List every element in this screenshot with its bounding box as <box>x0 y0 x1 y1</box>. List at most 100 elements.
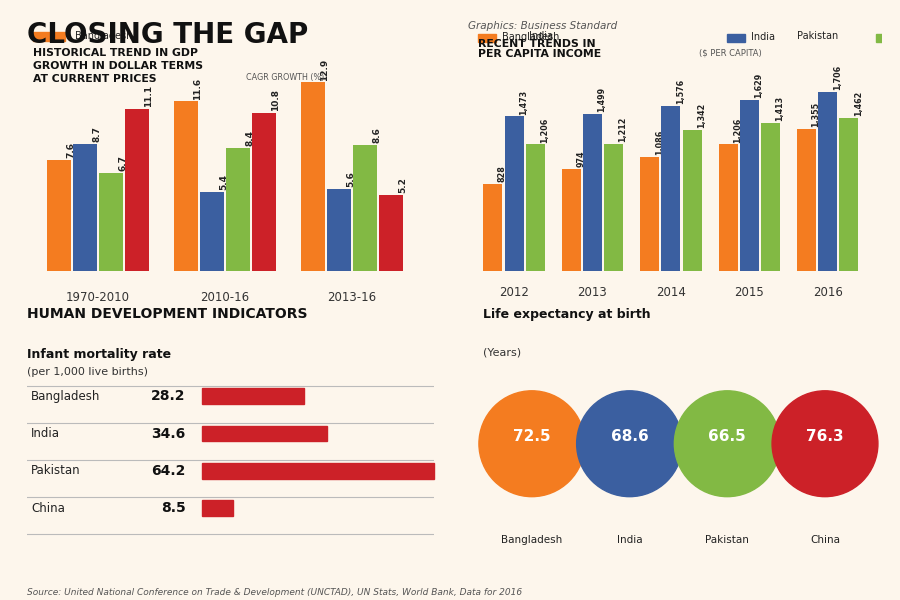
Bar <box>797 129 816 271</box>
Bar <box>583 114 602 271</box>
Text: India: India <box>752 32 775 43</box>
Text: 1,355: 1,355 <box>812 102 821 127</box>
Text: 64.2: 64.2 <box>151 464 185 478</box>
Bar <box>483 184 502 271</box>
Text: 5.6: 5.6 <box>346 171 356 187</box>
Bar <box>252 113 275 271</box>
Text: India: India <box>616 535 643 545</box>
Bar <box>99 173 122 271</box>
Bar <box>202 463 434 479</box>
Text: (per 1,000 live births): (per 1,000 live births) <box>27 367 148 377</box>
Bar <box>125 109 148 271</box>
Bar <box>202 425 327 442</box>
Bar <box>818 92 837 271</box>
Text: Graphics: Business Standard: Graphics: Business Standard <box>468 21 617 31</box>
Bar <box>604 144 623 271</box>
Text: 1,473: 1,473 <box>519 89 528 115</box>
Bar <box>760 123 780 271</box>
Bar <box>327 189 351 271</box>
Text: 34.6: 34.6 <box>151 427 185 440</box>
Text: 8.6: 8.6 <box>373 128 382 143</box>
Bar <box>505 116 524 271</box>
Ellipse shape <box>674 391 780 497</box>
Text: 1,413: 1,413 <box>776 96 785 121</box>
Bar <box>226 148 249 271</box>
Text: 72.5: 72.5 <box>513 429 551 444</box>
Text: 2010-16: 2010-16 <box>200 291 249 304</box>
Text: 8.5: 8.5 <box>161 501 185 515</box>
Text: Bangladesh: Bangladesh <box>32 390 101 403</box>
Text: 1,206: 1,206 <box>540 117 549 143</box>
Text: Infant mortality rate: Infant mortality rate <box>27 347 171 361</box>
Bar <box>727 34 745 42</box>
Text: PER CAPITA INCOME: PER CAPITA INCOME <box>478 49 601 59</box>
Text: 1,706: 1,706 <box>832 65 842 90</box>
Bar <box>526 145 544 271</box>
Text: Bangladesh: Bangladesh <box>502 32 560 43</box>
Text: 11.6: 11.6 <box>194 77 202 100</box>
Text: CLOSING THE GAP: CLOSING THE GAP <box>27 21 308 49</box>
Text: 28.2: 28.2 <box>151 389 185 403</box>
Text: 1970-2010: 1970-2010 <box>66 291 130 304</box>
Text: ($ PER CAPITA): ($ PER CAPITA) <box>699 48 761 57</box>
Text: 974: 974 <box>576 150 585 167</box>
Text: 6.7: 6.7 <box>118 155 127 171</box>
Text: 2014: 2014 <box>656 286 686 299</box>
Bar <box>640 157 660 271</box>
Text: 5.4: 5.4 <box>220 174 229 190</box>
Text: 5.2: 5.2 <box>399 177 408 193</box>
Text: 11.1: 11.1 <box>144 85 153 107</box>
Text: 2016: 2016 <box>813 286 842 299</box>
Text: (Years): (Years) <box>483 347 521 358</box>
Text: 2015: 2015 <box>734 286 764 299</box>
Text: China: China <box>32 502 65 515</box>
Text: 76.3: 76.3 <box>806 429 844 444</box>
Text: India: India <box>32 427 60 440</box>
Text: 2012: 2012 <box>500 286 529 299</box>
Text: 1,086: 1,086 <box>655 130 664 155</box>
Text: 68.6: 68.6 <box>611 429 648 444</box>
Text: CAGR GROWTH (%): CAGR GROWTH (%) <box>247 73 325 82</box>
Text: Bangladesh: Bangladesh <box>501 535 562 545</box>
Bar <box>174 101 198 271</box>
Text: Bangladesh: Bangladesh <box>75 31 132 41</box>
Text: India: India <box>529 31 554 41</box>
Text: 10.8: 10.8 <box>271 89 280 112</box>
Text: 1,206: 1,206 <box>734 117 742 143</box>
Text: RECENT TRENDS IN: RECENT TRENDS IN <box>478 39 596 49</box>
Text: Source: United National Conference on Trade & Development (UNCTAD), UN Stats, Wo: Source: United National Conference on Tr… <box>27 588 522 597</box>
Bar <box>200 192 224 271</box>
Bar <box>32 32 65 41</box>
Ellipse shape <box>577 391 682 497</box>
Bar <box>73 144 96 271</box>
Text: Pakistan: Pakistan <box>796 31 838 41</box>
Bar <box>47 160 71 271</box>
Bar <box>202 500 233 516</box>
Text: 1,212: 1,212 <box>618 116 627 142</box>
Text: 2013-16: 2013-16 <box>328 291 376 304</box>
Bar <box>740 100 759 271</box>
Bar <box>682 130 701 271</box>
Bar <box>876 34 894 42</box>
Text: 7.6: 7.6 <box>67 142 76 158</box>
Text: HISTORICAL TREND IN GDP: HISTORICAL TREND IN GDP <box>32 48 198 58</box>
Text: AT CURRENT PRICES: AT CURRENT PRICES <box>32 74 157 85</box>
Bar <box>478 34 496 42</box>
Text: 1,342: 1,342 <box>697 103 706 128</box>
Text: GROWTH IN DOLLAR TERMS: GROWTH IN DOLLAR TERMS <box>32 61 202 71</box>
Bar <box>755 32 787 41</box>
Text: 8.4: 8.4 <box>245 130 254 146</box>
Text: HUMAN DEVELOPMENT INDICATORS: HUMAN DEVELOPMENT INDICATORS <box>27 307 308 321</box>
Bar <box>840 118 859 271</box>
Text: Pakistan: Pakistan <box>706 535 749 545</box>
Bar <box>562 169 580 271</box>
Text: 8.7: 8.7 <box>92 126 101 142</box>
Text: 1,499: 1,499 <box>598 87 607 112</box>
Bar <box>202 388 304 404</box>
Bar <box>379 195 403 271</box>
Ellipse shape <box>772 391 877 497</box>
Text: China: China <box>810 535 840 545</box>
Text: 1,629: 1,629 <box>754 73 763 98</box>
Bar <box>353 145 377 271</box>
Text: Life expectancy at birth: Life expectancy at birth <box>483 308 651 321</box>
